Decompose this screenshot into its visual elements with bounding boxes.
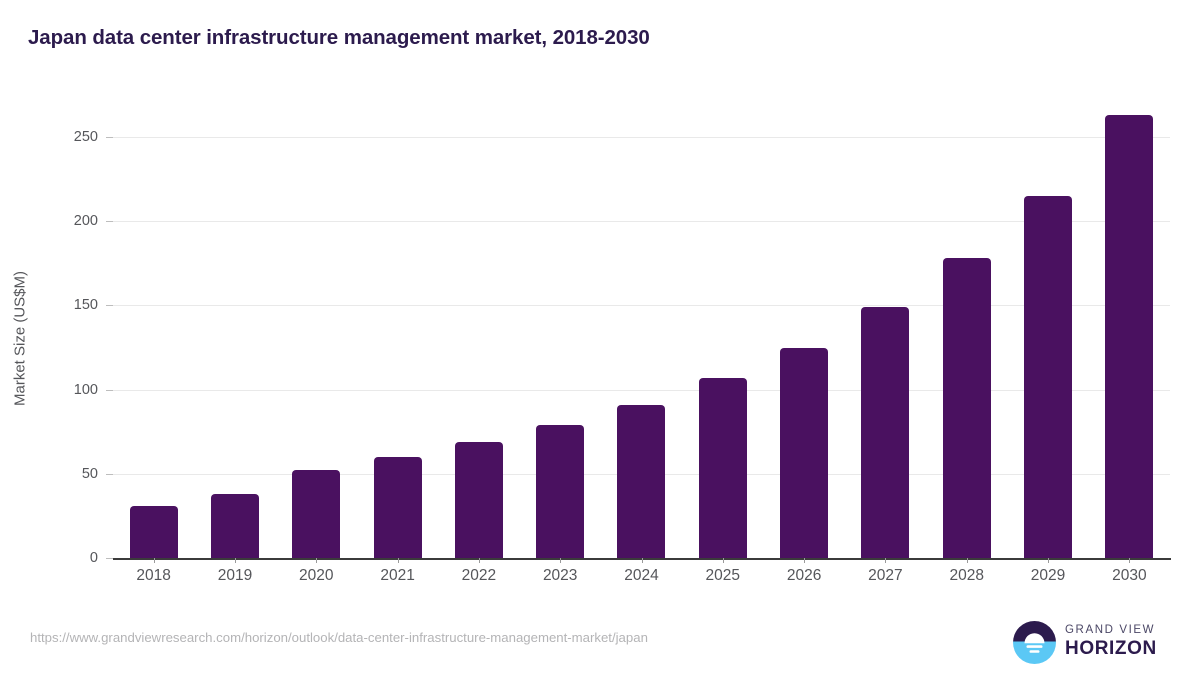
y-axis-tick: [106, 221, 113, 223]
brand-logo-top-text: GRAND VIEW: [1065, 624, 1156, 636]
bar-slot: [763, 90, 844, 558]
y-axis-tick-label: 50: [81, 465, 98, 482]
y-axis-tick-labels: 0 50 100 150 200 250: [0, 0, 113, 675]
gridline: [113, 389, 1170, 391]
x-axis-tick: [804, 558, 806, 563]
bar[interactable]: [698, 377, 747, 558]
x-axis-tick-label: 2021: [380, 567, 415, 584]
bar-slot: [845, 90, 926, 558]
brand-logo-text: GRAND VIEW HORIZON: [1065, 623, 1175, 660]
y-axis-tick-label: 200: [73, 213, 98, 230]
x-axis-tick: [478, 558, 480, 563]
y-axis-tick-label: 150: [73, 297, 98, 314]
x-axis-tick: [722, 558, 724, 563]
x-axis-tick: [1048, 558, 1050, 563]
bar-slot: [1007, 90, 1088, 558]
bar-slot: [113, 90, 194, 558]
bar-slot: [1089, 90, 1170, 558]
bar[interactable]: [1024, 196, 1073, 558]
x-axis-tick-label: 2022: [461, 567, 497, 584]
bar-slot: [194, 90, 275, 558]
bar[interactable]: [210, 494, 259, 558]
x-axis-tick-label: 2028: [949, 567, 984, 584]
bar-slot: [276, 90, 357, 558]
horizon-sun-circle-icon: [1013, 621, 1056, 664]
brand-logo[interactable]: GRAND VIEW HORIZON: [1013, 619, 1173, 667]
y-axis-tick-label: 250: [73, 129, 98, 146]
x-axis-tick-label: 2023: [542, 567, 578, 584]
y-axis-tick: [106, 305, 113, 307]
x-axis-tick: [641, 558, 643, 563]
bar[interactable]: [1105, 115, 1154, 558]
x-axis-tick: [560, 558, 562, 563]
bar[interactable]: [454, 441, 503, 558]
x-axis-tick-label: 2026: [786, 567, 822, 584]
x-axis-tick: [1129, 558, 1131, 563]
x-axis-tick: [397, 558, 399, 563]
bars-layer: [113, 90, 1170, 558]
source-url[interactable]: https://www.grandviewresearch.com/horizo…: [30, 630, 648, 645]
gridline: [113, 221, 1170, 223]
bar[interactable]: [292, 470, 341, 558]
x-axis-tick-label: 2019: [217, 567, 253, 584]
bar-slot: [682, 90, 763, 558]
bar[interactable]: [129, 505, 178, 558]
bar-slot: [601, 90, 682, 558]
x-axis-tick: [153, 558, 155, 563]
gridline: [113, 305, 1170, 307]
x-axis-tick-label: 2027: [868, 567, 903, 584]
x-axis-tick-labels: 2018 2019 2020 2021 2022 2023 2024 2025 2026 2027…: [113, 567, 1170, 597]
x-axis-tick-label: 2030: [1112, 567, 1147, 584]
bar[interactable]: [373, 457, 422, 558]
bar[interactable]: [942, 258, 991, 558]
x-axis-tick-label: 2029: [1030, 567, 1066, 584]
bar-slot: [438, 90, 519, 558]
y-axis-tick: [106, 558, 113, 559]
x-axis-tick-label: 2024: [624, 567, 659, 584]
gridline: [113, 137, 1170, 139]
x-axis-tick: [234, 558, 236, 563]
bar[interactable]: [617, 404, 666, 558]
y-axis-tick: [106, 389, 113, 391]
bar[interactable]: [536, 425, 585, 558]
bar[interactable]: [780, 347, 829, 558]
x-axis-tick: [885, 558, 887, 563]
bar-slot: [520, 90, 601, 558]
bar[interactable]: [861, 307, 910, 558]
brand-logo-bottom-text: HORIZON: [1065, 638, 1157, 659]
y-axis-tick-label: 0: [89, 550, 98, 566]
corner-artifact: [0, 0, 6, 6]
x-axis-tick-label: 2025: [705, 567, 741, 584]
x-axis-tick-label: 2018: [136, 567, 171, 584]
page-title: Japan data center infrastructure managem…: [28, 26, 650, 49]
bar-slot: [926, 90, 1007, 558]
y-axis-tick-label: 100: [73, 381, 98, 398]
x-axis-tick-label: 2020: [299, 567, 334, 584]
x-axis-tick: [966, 558, 968, 563]
y-axis-tick: [106, 473, 113, 475]
x-axis-tick: [316, 558, 318, 563]
bar-slot: [357, 90, 438, 558]
y-axis-tick: [106, 137, 113, 139]
